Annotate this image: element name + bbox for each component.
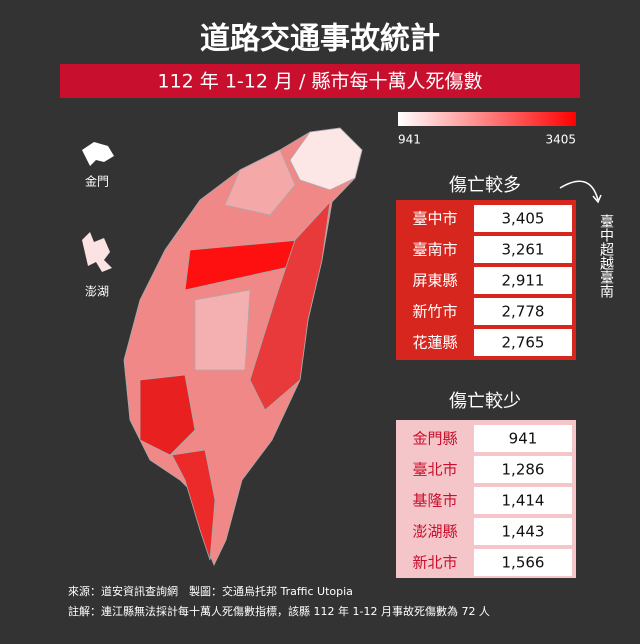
row-name: 臺中市 <box>412 210 457 228</box>
row-name-cell <box>400 205 470 232</box>
footer-note: 註解：連江縣無法採計每十萬人死傷數指標，該縣 112 年 1-12 月事故死傷數… <box>68 604 490 618</box>
row-name: 澎湖縣 <box>412 523 457 541</box>
row-value-cell <box>474 549 572 576</box>
row-name-cell <box>400 487 470 514</box>
row-name: 花蓮縣 <box>412 334 457 352</box>
subtitle-banner <box>60 64 580 98</box>
row-value-cell <box>474 518 572 545</box>
footer-source: 來源：道安資訊查詢網 製圖：交通烏托邦 Traffic Utopia <box>68 584 353 598</box>
row-name-cell <box>400 267 470 294</box>
penghu-label: 澎湖 <box>85 284 109 299</box>
row-value: 2,778 <box>502 303 545 321</box>
row-name-cell <box>400 236 470 263</box>
row-name-cell <box>400 298 470 325</box>
hsinchu-region <box>224 149 296 216</box>
row-value-cell <box>474 487 572 514</box>
north-region <box>289 127 363 191</box>
taiwan-map <box>123 127 363 566</box>
row-value: 2,911 <box>502 272 545 290</box>
title: 道路交通事故統計 <box>200 22 440 57</box>
row-name-cell <box>400 329 470 356</box>
row-value: 1,414 <box>502 492 545 510</box>
row-value: 941 <box>509 430 538 448</box>
arrow-head <box>592 194 602 204</box>
row-name: 屏東縣 <box>412 272 457 290</box>
row-value-cell <box>474 456 572 483</box>
hualien-region <box>249 200 331 411</box>
row-name-cell <box>400 456 470 483</box>
row-value-cell <box>474 205 572 232</box>
most-note: 臺中超越臺南 <box>598 214 614 298</box>
row-name: 金門縣 <box>412 430 457 448</box>
row-name-cell <box>400 425 470 452</box>
row-value-cell <box>474 236 572 263</box>
row-name: 新北市 <box>412 554 457 572</box>
pingtung-region <box>171 449 216 561</box>
penghu-shape <box>82 232 112 272</box>
subtitle: 112 年 1-12 月 / 縣市每十萬人死傷數 <box>158 71 483 93</box>
row-name-cell <box>400 549 470 576</box>
row-value: 3,405 <box>502 210 545 228</box>
row-name: 臺南市 <box>412 241 457 259</box>
row-value-cell <box>474 298 572 325</box>
kinmen-shape <box>82 142 114 166</box>
kinmen-label: 金門 <box>85 174 109 189</box>
arrow <box>559 180 599 201</box>
row-value: 3,261 <box>502 241 545 259</box>
row-name: 臺北市 <box>412 461 457 479</box>
row-value: 1,566 <box>502 554 545 572</box>
row-value: 2,765 <box>502 334 545 352</box>
legend-max: 3405 <box>545 133 576 147</box>
tainan-region <box>139 374 196 456</box>
row-value-cell <box>474 425 572 452</box>
taichung-region <box>184 239 301 291</box>
row-value: 1,443 <box>502 523 545 541</box>
row-name-cell <box>400 518 470 545</box>
most-heading: 傷亡較多 <box>449 175 521 196</box>
legend-gradient <box>398 112 576 126</box>
row-name: 基隆市 <box>412 492 457 510</box>
legend-min: 941 <box>398 133 421 147</box>
least-heading: 傷亡較少 <box>449 391 521 412</box>
row-value-cell <box>474 329 572 356</box>
row-name: 新竹市 <box>412 303 457 321</box>
nantou-region <box>194 289 251 371</box>
row-value: 1,286 <box>502 461 545 479</box>
row-value-cell <box>474 267 572 294</box>
